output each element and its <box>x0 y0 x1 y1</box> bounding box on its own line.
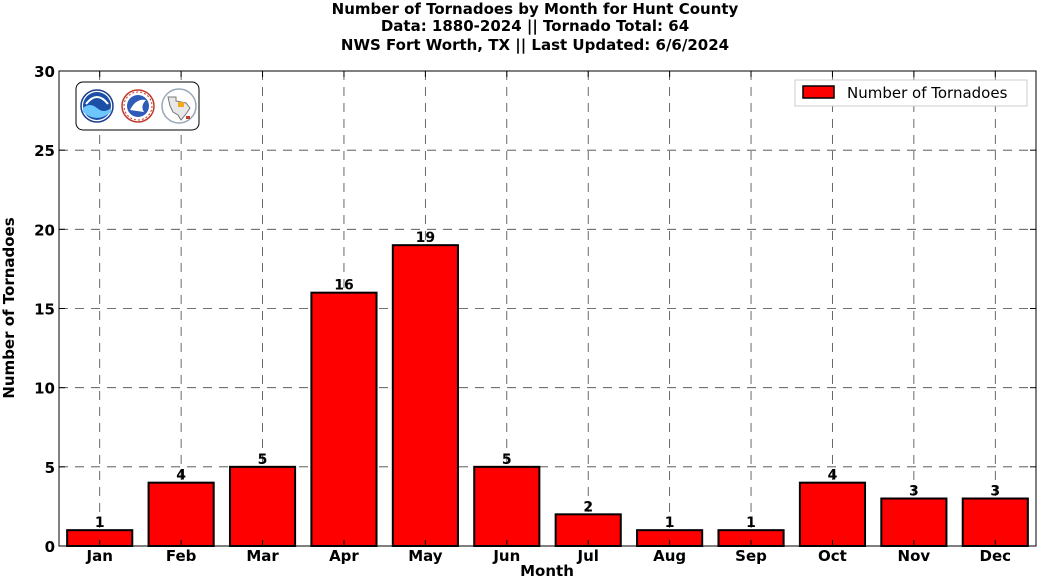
bar-value-label: 2 <box>583 499 593 515</box>
chart-title-line-1: Number of Tornadoes by Month for Hunt Co… <box>331 0 739 18</box>
x-axis-label: Month <box>520 562 574 580</box>
y-tick-label: 10 <box>34 380 55 398</box>
chart-title-line-2: Data: 1880-2024 || Tornado Total: 64 <box>380 17 690 35</box>
x-tick-label: Apr <box>329 547 359 565</box>
x-tick-label: Dec <box>980 547 1012 565</box>
bar <box>798 481 867 547</box>
bar-value-label: 1 <box>665 515 675 531</box>
bar-value-label: 3 <box>909 484 919 500</box>
bar-value-label: 3 <box>990 484 1000 500</box>
y-tick-label: 20 <box>34 221 55 239</box>
x-tick-label: Jun <box>492 547 520 565</box>
legend: Number of Tornadoes <box>794 79 1028 107</box>
x-tick-label: Oct <box>818 547 847 565</box>
national-weather-service-logo-icon <box>121 89 155 123</box>
data-labels: 1 4 5 16 19 5 2 1 1 4 3 3 <box>95 230 1000 531</box>
y-tick-label: 0 <box>45 538 55 556</box>
bar-value-label: 16 <box>334 278 353 294</box>
bar <box>310 291 378 547</box>
bars <box>66 244 1029 548</box>
bar <box>228 465 297 548</box>
bar-value-label: 19 <box>416 230 435 246</box>
bar-value-label: 5 <box>258 452 268 468</box>
chart-title-line-3: NWS Fort Worth, TX || Last Updated: 6/6/… <box>340 36 730 54</box>
bar <box>391 244 459 548</box>
bar <box>961 497 1029 547</box>
logos-box <box>75 81 200 131</box>
x-tick-label: Jan <box>86 547 113 565</box>
bar-value-label: 4 <box>176 468 186 484</box>
x-tick-label: Jul <box>577 547 599 565</box>
x-tick-label: Sep <box>735 547 767 565</box>
y-tick-label: 15 <box>34 301 55 319</box>
y-tick-label: 25 <box>34 142 55 160</box>
y-tick-label: 30 <box>34 63 55 81</box>
x-tick-label: May <box>408 547 443 565</box>
bar <box>147 481 215 547</box>
y-axis-label: Number of Tornadoes <box>0 217 18 398</box>
x-tick-label: Nov <box>898 547 931 565</box>
bar <box>473 465 541 548</box>
grid <box>59 71 1036 546</box>
noaa-logo-icon <box>80 89 114 123</box>
bar-value-label: 4 <box>828 468 838 484</box>
x-tick-label: Mar <box>246 547 279 565</box>
bar-value-label: 1 <box>95 515 105 531</box>
texas-map-logo-icon <box>161 88 197 124</box>
legend-swatch <box>802 85 835 99</box>
y-tick-label: 5 <box>45 459 55 477</box>
x-tick-label: Aug <box>653 547 686 565</box>
bar <box>880 497 948 547</box>
legend-label: Number of Tornadoes <box>847 84 1008 102</box>
bar-value-label: 5 <box>502 452 512 468</box>
bar-value-label: 1 <box>746 515 756 531</box>
x-tick-label: Feb <box>166 547 197 565</box>
